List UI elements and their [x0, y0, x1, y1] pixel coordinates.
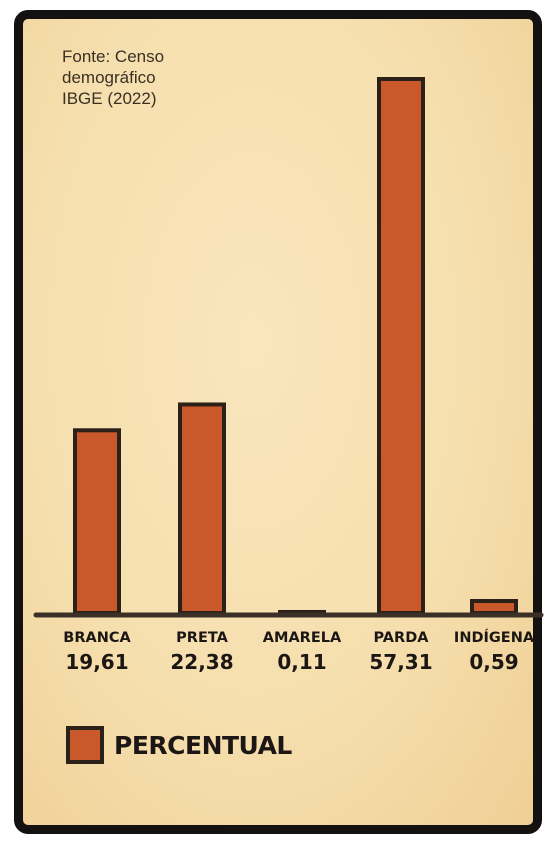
legend-swatch	[66, 726, 104, 764]
category-label: BRANCA	[63, 630, 131, 646]
value-label: 22,38	[170, 650, 233, 674]
source-line: demográfico	[62, 68, 156, 87]
source-note: Fonte: Censo demográfico IBGE (2022)	[62, 46, 222, 109]
source-line: IBGE (2022)	[62, 89, 157, 108]
bar-parda	[377, 77, 425, 615]
bar-branca	[73, 428, 121, 616]
category-labels-group: BRANCA 19,61 PRETA 22,38 AMARELA 0,11 PARDA 57,…	[63, 629, 535, 674]
value-label: 57,31	[369, 650, 432, 674]
chart-card	[14, 10, 542, 834]
category-label: INDÍGENA	[454, 629, 535, 646]
value-label: 19,61	[65, 650, 128, 674]
legend-label: PERCENTUAL	[114, 730, 292, 760]
legend: PERCENTUAL	[66, 722, 292, 768]
value-label: 0,11	[277, 650, 326, 674]
category-label: AMARELA	[263, 630, 342, 646]
category-label: PARDA	[374, 630, 430, 646]
bars-group	[73, 77, 518, 616]
value-label: 0,59	[469, 650, 518, 674]
bar-preta	[178, 402, 226, 615]
source-line: Fonte: Censo	[62, 47, 165, 66]
bar-indígena	[470, 599, 518, 615]
category-label: PRETA	[176, 630, 228, 646]
